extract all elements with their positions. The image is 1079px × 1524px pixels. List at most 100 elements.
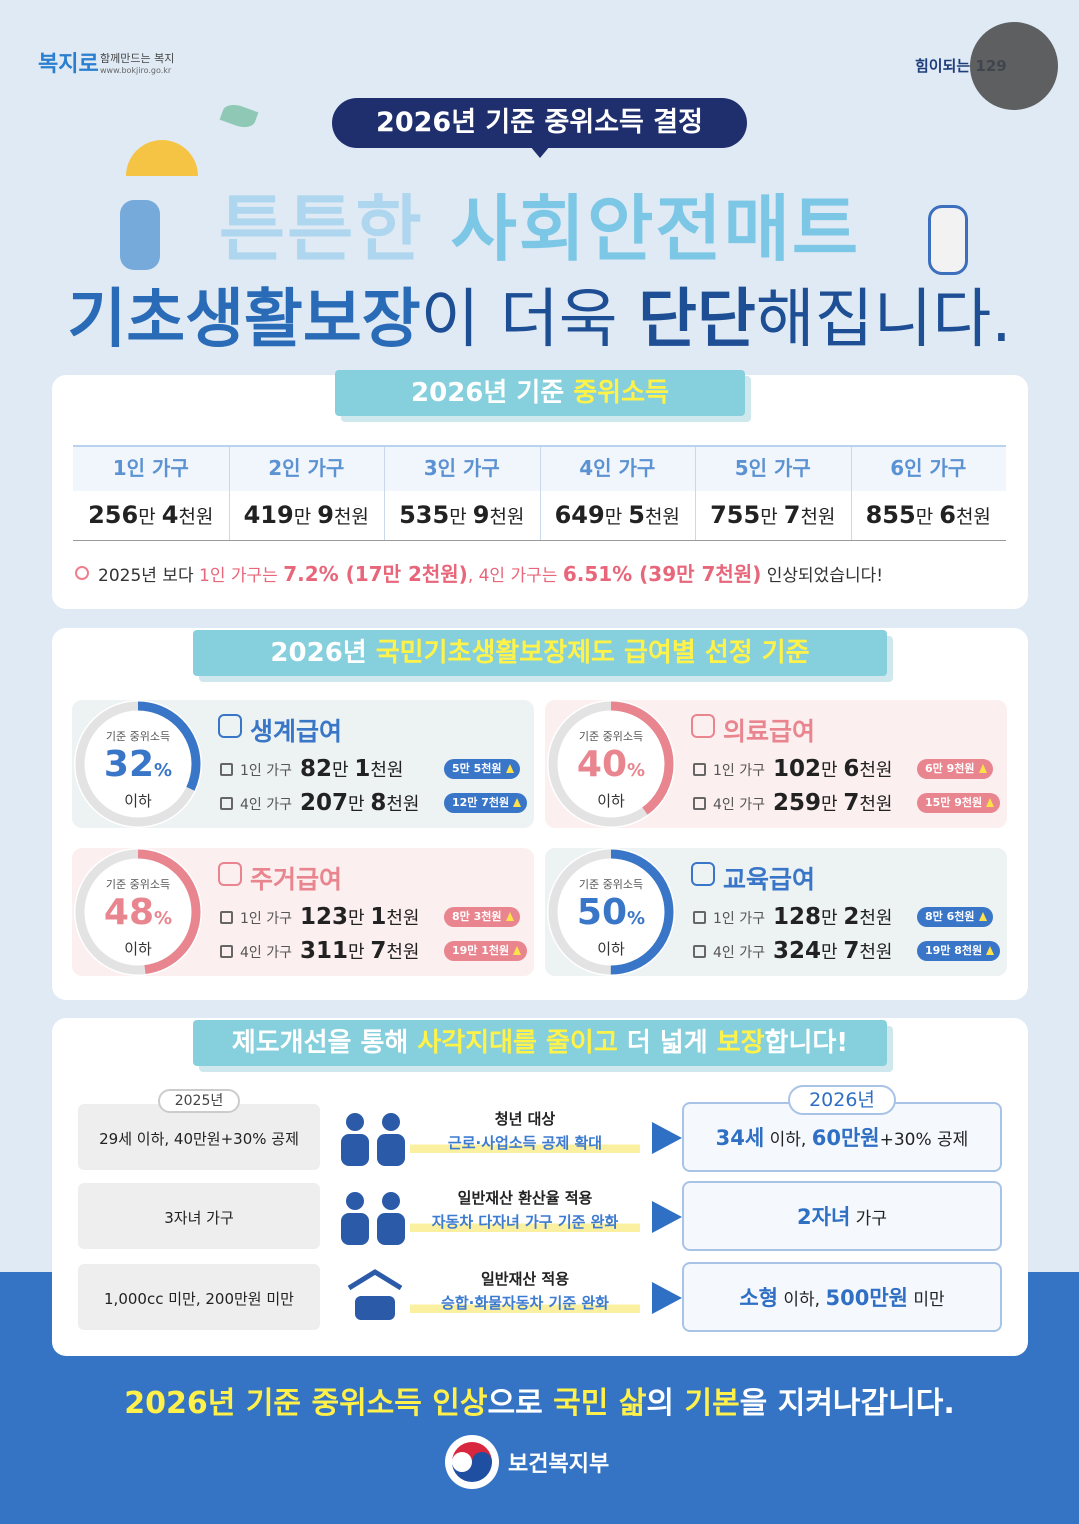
text-part: 2026년 기준 bbox=[411, 378, 574, 408]
text-part: 60만원 bbox=[811, 1126, 880, 1150]
expand-button[interactable] bbox=[970, 22, 1058, 110]
benefit-icon bbox=[691, 862, 715, 886]
ring-bg bbox=[74, 848, 202, 976]
text-part: 만 bbox=[821, 794, 844, 815]
checkbox bbox=[220, 763, 233, 776]
text-part: 만 bbox=[348, 942, 371, 963]
text-part: 855 bbox=[865, 501, 916, 529]
text-part: 기본 bbox=[684, 1386, 740, 1421]
person-body bbox=[377, 1213, 405, 1245]
text-part: 535 bbox=[399, 501, 450, 529]
text-part: 123 bbox=[300, 904, 349, 930]
percent-unit: % bbox=[627, 760, 646, 781]
slogan: 2026년 기준 중위소득 인상으로 국민 삶의 기본을 지켜나갑니다. bbox=[0, 1378, 1079, 1422]
person-head bbox=[382, 1192, 400, 1210]
text-part: 의 bbox=[646, 1386, 685, 1421]
percent: 50% bbox=[545, 892, 677, 933]
ring bbox=[547, 848, 675, 976]
text-part: 1인 가구는 bbox=[199, 566, 284, 586]
text-part: 6 bbox=[843, 756, 860, 782]
row-icon bbox=[347, 1269, 403, 1320]
increase-badge: 15만 9천원 bbox=[917, 793, 1001, 813]
amount: 259만 7천원 bbox=[773, 788, 892, 820]
before: 29세 이하, 40만원+30% 공제 bbox=[99, 1130, 299, 1148]
household-amount: 535만 9천원 bbox=[384, 492, 540, 538]
emblem-bottom bbox=[452, 1452, 492, 1482]
person-head bbox=[346, 1113, 364, 1131]
increase-badge: 8만 6천원 bbox=[917, 907, 993, 927]
after: 소형 이하, 500만원 미만 bbox=[682, 1284, 1002, 1314]
percent: 32% bbox=[72, 744, 204, 785]
up-arrow bbox=[505, 764, 514, 773]
text-part: 을 지켜나갑니다. bbox=[739, 1386, 955, 1421]
logo-name: 복지로 bbox=[38, 52, 99, 77]
household-label: 2인 가구 bbox=[229, 445, 385, 491]
year-pill: 2026년 bbox=[788, 1085, 896, 1115]
criterion: 기준 중위소득 bbox=[105, 730, 171, 743]
text-part: 7 bbox=[843, 790, 860, 816]
text-part: 82 bbox=[300, 756, 333, 782]
text-part: , 4인 가구는 bbox=[467, 566, 563, 586]
below: 이하 bbox=[124, 792, 152, 810]
text-part: 34세 bbox=[715, 1126, 765, 1150]
household-label: 5인 가구 bbox=[695, 445, 851, 491]
text-part: 사회안전매트 bbox=[450, 187, 861, 271]
text-part: 천원 bbox=[955, 506, 991, 528]
benefit-icon bbox=[691, 714, 715, 738]
up-arrow bbox=[986, 798, 995, 807]
ministry: 보건복지부 bbox=[508, 1452, 610, 1477]
text-part: 천원 bbox=[859, 908, 893, 929]
household: 1인 가구 bbox=[240, 763, 292, 779]
text-part: 만 bbox=[449, 506, 473, 528]
arrow bbox=[652, 1122, 682, 1154]
text-part: 합니다! bbox=[764, 1028, 849, 1058]
checkbox bbox=[220, 797, 233, 810]
before: 3자녀 가구 bbox=[164, 1209, 234, 1227]
household-label: 4인 가구 bbox=[540, 445, 696, 491]
text-part: 5 bbox=[628, 501, 645, 529]
text-part: 9 bbox=[317, 501, 334, 529]
after: 34세 이하, 60만원+30% 공제 bbox=[682, 1124, 1002, 1154]
benefit-name: 의료급여 bbox=[723, 717, 816, 746]
benefit-name: 교육급여 bbox=[723, 865, 816, 894]
text-part: 207 bbox=[300, 790, 349, 816]
text-part: 이하, bbox=[777, 1290, 826, 1310]
text-part: 7 bbox=[783, 501, 801, 529]
text-part: 만 bbox=[821, 908, 844, 929]
badge-pointer bbox=[530, 146, 550, 158]
detail: 승합·화물자동차 기준 완화 bbox=[410, 1292, 640, 1313]
percent-value: 48 bbox=[103, 892, 155, 933]
text: 1인 가구 bbox=[112, 456, 189, 480]
household: 4인 가구 bbox=[240, 945, 292, 961]
ring-arc bbox=[548, 849, 674, 975]
increase: 6만 9천원 bbox=[925, 762, 975, 775]
table-rule bbox=[73, 540, 1006, 541]
amount: 324만 7천원 bbox=[773, 936, 892, 968]
ring-arc bbox=[75, 701, 201, 827]
text-part: 만 bbox=[293, 506, 318, 528]
text-part: 해집니다. bbox=[755, 283, 1012, 357]
increase-badge: 19만 1천원 bbox=[444, 941, 528, 961]
checkbox bbox=[220, 911, 233, 924]
column-divider bbox=[850, 447, 852, 540]
benefit-name: 생계급여 bbox=[250, 717, 343, 746]
up-arrow bbox=[513, 798, 522, 807]
row-icon bbox=[341, 1113, 405, 1166]
text-part: 만 bbox=[348, 908, 371, 929]
household-amount: 256만 4천원 bbox=[73, 492, 229, 538]
text-part: 천원 bbox=[644, 506, 680, 528]
increase-badge: 5만 5천원 bbox=[444, 759, 520, 779]
text-part: 소형 bbox=[739, 1286, 778, 1310]
below: 이하 bbox=[597, 940, 625, 958]
text-part: 천원 bbox=[859, 942, 893, 963]
text: 2인 가구 bbox=[268, 456, 345, 480]
section-title: 2026년 기준 중위소득 bbox=[335, 370, 745, 416]
logo: 복지로 함께만드는 복지 www.bokjiro.go.kr bbox=[38, 38, 198, 88]
ring bbox=[74, 700, 202, 828]
before-box bbox=[78, 1104, 320, 1170]
household-label: 1인 가구 bbox=[73, 445, 229, 491]
increase-badge: 12만 7천원 bbox=[444, 793, 528, 813]
text-part: 단단 bbox=[637, 283, 756, 357]
ring-arc bbox=[75, 849, 201, 975]
